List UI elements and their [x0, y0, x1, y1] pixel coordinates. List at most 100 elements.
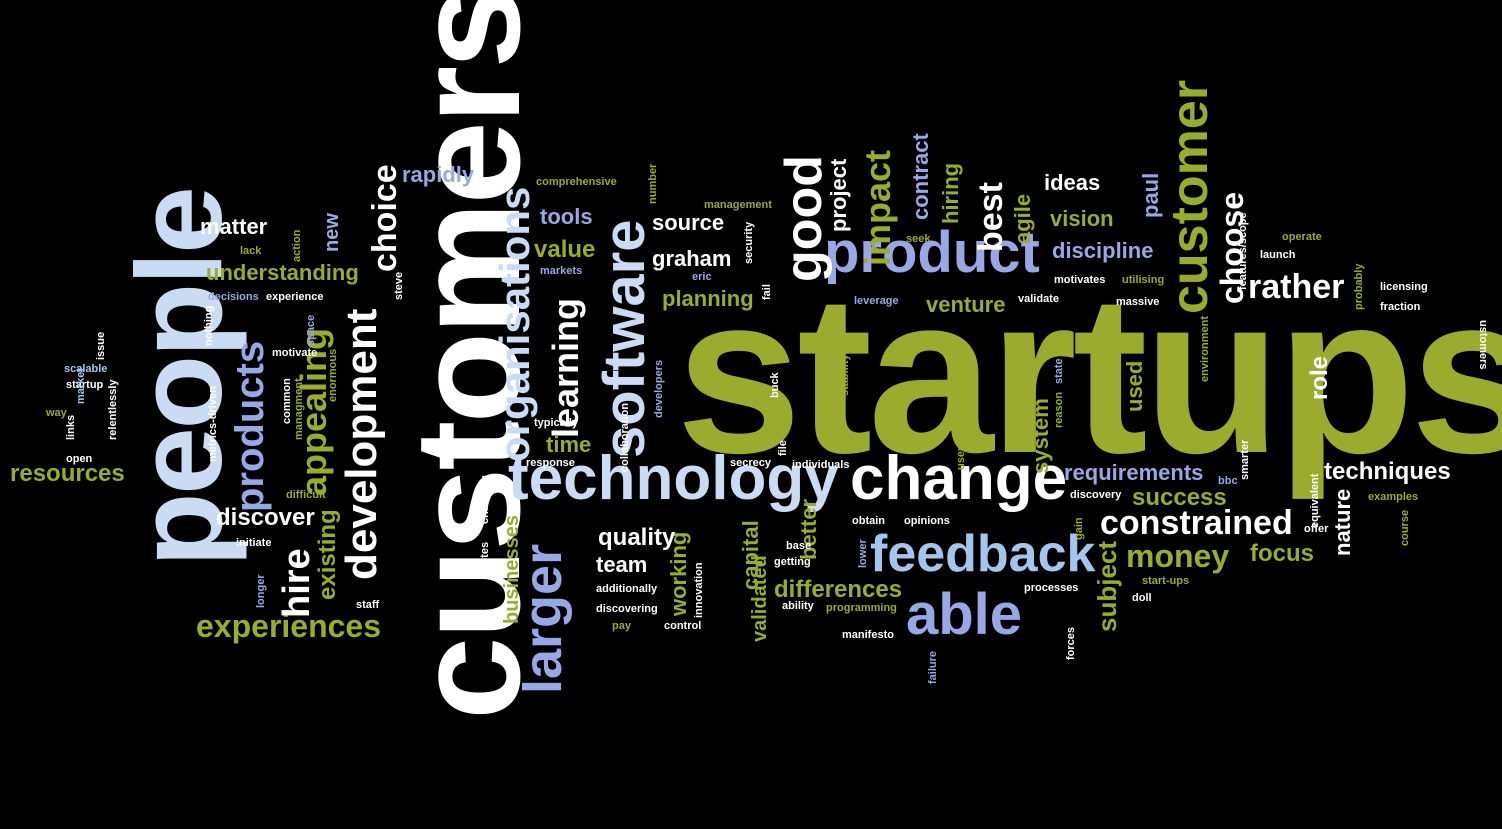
- word-motivates: motivates: [1054, 274, 1106, 286]
- word-failure: failure: [927, 650, 939, 684]
- word-choice: choice: [366, 164, 404, 272]
- word-decisions: decisions: [208, 291, 259, 303]
- word-open: open: [66, 453, 93, 465]
- word-equivalent: equivalent: [1309, 473, 1321, 528]
- word-common: common: [281, 378, 293, 424]
- word-doll: doll: [1132, 592, 1152, 604]
- word-technology: technology: [508, 444, 839, 513]
- word-markets: markets: [540, 265, 583, 277]
- word-startups: startups: [676, 247, 1502, 500]
- word-changing: changing: [479, 475, 491, 524]
- word-change: change: [850, 444, 1068, 513]
- word-seek: seek: [906, 233, 931, 245]
- word-working: working: [666, 531, 691, 616]
- word-manifesto: manifesto: [842, 629, 894, 641]
- word-motivate: motivate: [272, 347, 318, 359]
- word-existing: existing: [314, 509, 341, 600]
- word-enormous: enormous: [327, 348, 339, 402]
- word-smarter: smarter: [1239, 439, 1251, 480]
- word-quotes: quotes: [479, 541, 491, 578]
- word-start-ups: start-ups: [1142, 575, 1190, 587]
- word-eric: eric: [692, 271, 712, 283]
- word-ability: ability: [782, 600, 814, 612]
- word-best: best: [972, 182, 1010, 252]
- word-graham: graham: [652, 246, 732, 271]
- word-startup: startup: [66, 379, 104, 391]
- word-links: links: [65, 414, 77, 440]
- word-nothing: nothing: [203, 305, 215, 346]
- word-leverage: leverage: [854, 295, 899, 307]
- word-techniques: techniques: [1324, 458, 1451, 485]
- word-course: course: [1399, 509, 1411, 546]
- word-understanding: understanding: [206, 260, 359, 285]
- word-contract: contract: [908, 133, 933, 220]
- word-operate: operate: [1282, 231, 1322, 243]
- word-state: state: [1053, 358, 1065, 384]
- word-forces: forces: [1065, 626, 1077, 660]
- word-offer: offer: [1304, 523, 1329, 535]
- word-paul: paul: [1138, 172, 1163, 218]
- word-money: money: [1126, 538, 1230, 574]
- word-hire: hire: [276, 548, 318, 618]
- word-file: file: [777, 440, 789, 456]
- word-planning: planning: [662, 286, 754, 311]
- word-good: good: [775, 154, 833, 282]
- word-differences: differences: [774, 576, 903, 603]
- word-subject: subject: [1092, 540, 1122, 632]
- word-buck: buck: [769, 372, 781, 398]
- word-collaboration: collaboration: [619, 402, 631, 472]
- word-market: market: [75, 367, 87, 404]
- word-staff: staff: [356, 599, 380, 611]
- word-base: base: [786, 540, 812, 552]
- word-lower: lower: [857, 539, 869, 568]
- word-matter: matter: [200, 214, 268, 239]
- word-reason: reason: [1053, 391, 1065, 428]
- word-product: product: [824, 220, 1040, 285]
- word-utilising: utilising: [1122, 274, 1165, 286]
- word-stability: stability: [839, 354, 851, 396]
- word-team: team: [596, 552, 648, 577]
- word-gain: gain: [1073, 517, 1085, 540]
- word-businesses: businesses: [501, 515, 523, 624]
- word-licensing: licensing: [1380, 281, 1428, 293]
- word-secrecy: secrecy: [730, 457, 771, 469]
- word-security: security: [743, 221, 755, 264]
- word-way: way: [46, 407, 67, 419]
- word-larger: larger: [513, 543, 573, 694]
- word-probably: probably: [1353, 263, 1365, 310]
- word-getting: getting: [774, 556, 811, 568]
- word-discover: discover: [216, 504, 315, 531]
- word-fail: fail: [761, 284, 773, 300]
- word-issue: issue: [95, 331, 107, 360]
- word-action: action: [291, 229, 303, 262]
- word-system: system: [1028, 398, 1053, 474]
- word-number: number: [647, 163, 659, 204]
- word-discovering: discovering: [596, 603, 658, 615]
- word-additionally: additionally: [596, 583, 658, 595]
- word-nature: nature: [1330, 488, 1355, 556]
- word-ideas: ideas: [1044, 170, 1101, 195]
- word-control: control: [664, 620, 702, 632]
- word-features-scope: features/scope: [1237, 212, 1249, 290]
- word-ustomers: ustomers: [1477, 320, 1489, 370]
- word-project: project: [826, 158, 851, 232]
- word-time: time: [546, 432, 592, 457]
- word-constrained: constrained: [1100, 504, 1293, 542]
- word-value: value: [534, 236, 596, 263]
- word-pay: pay: [612, 620, 631, 632]
- word-agile: agile: [1010, 193, 1035, 244]
- word-success: success: [1132, 484, 1227, 511]
- word-requirements: requirements: [1064, 460, 1204, 485]
- word-user: user: [955, 446, 967, 470]
- word-used: used: [1122, 360, 1147, 412]
- word-innovation: innovation: [693, 562, 705, 618]
- word-programming: programming: [826, 602, 897, 614]
- word-initiate: initiate: [236, 537, 272, 549]
- word-rapidly: rapidly: [402, 162, 475, 187]
- word-products: products: [228, 340, 272, 512]
- word-launch: launch: [1260, 249, 1296, 261]
- word-validate: validate: [1018, 293, 1059, 305]
- word-organisations: organisations: [491, 186, 538, 462]
- word-validated: validated: [749, 555, 771, 642]
